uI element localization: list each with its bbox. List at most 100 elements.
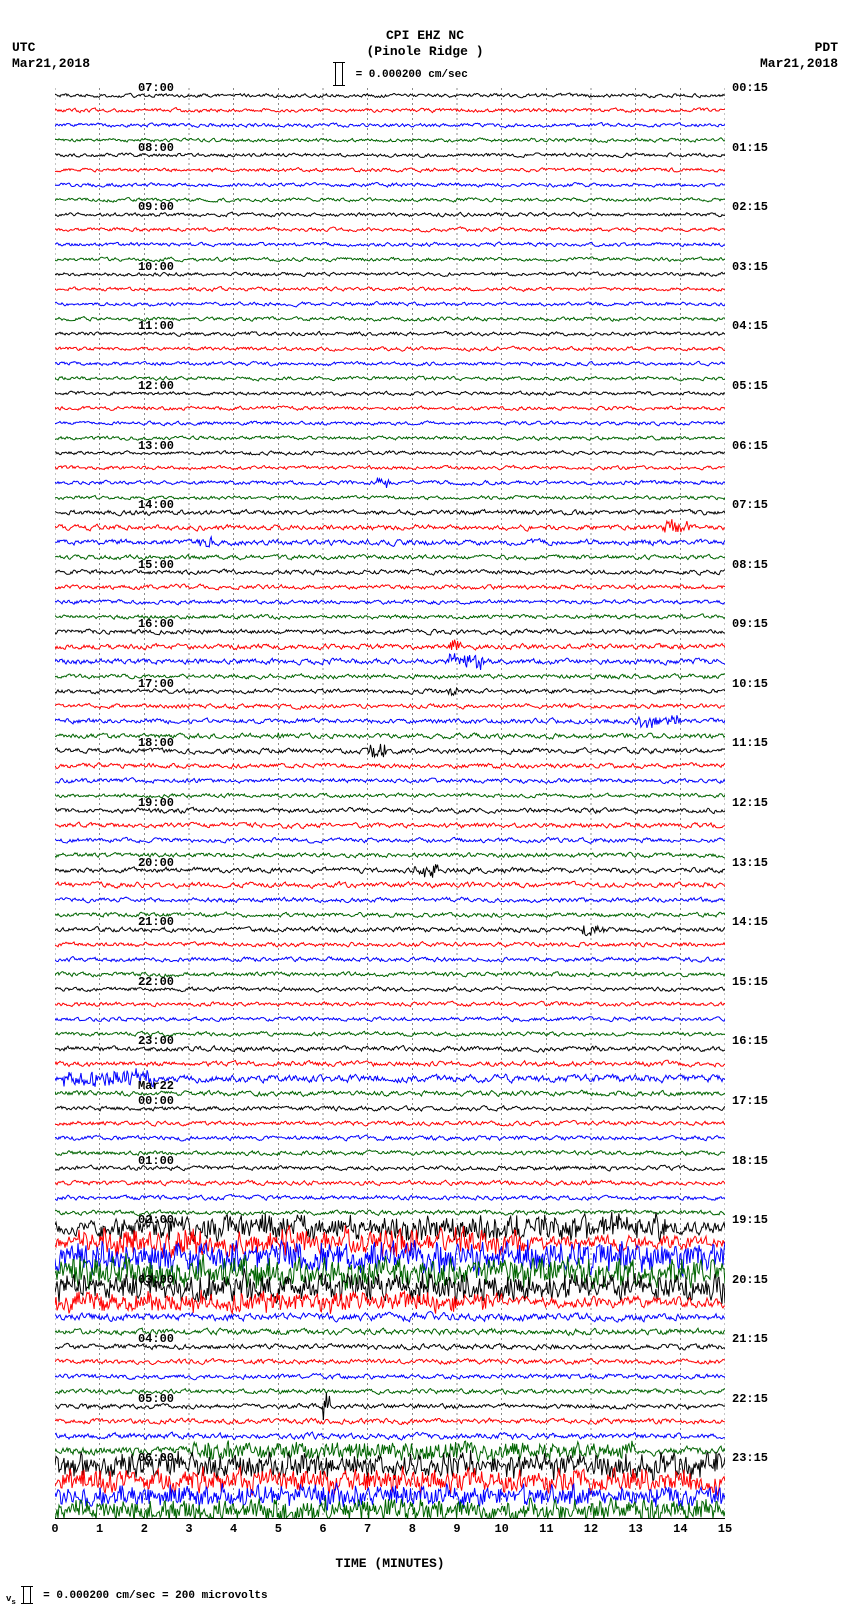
scale-legend-text: = 0.000200 cm/sec [356, 69, 468, 81]
station-title-line2: (Pinole Ridge ) [0, 44, 850, 59]
y-label-left: 11:00 [138, 319, 174, 333]
y-label-left: 04:00 [138, 1332, 174, 1346]
y-label-right: 02:15 [732, 200, 768, 214]
y-label-left: 02:00 [138, 1213, 174, 1227]
seismic-trace [55, 942, 725, 948]
seismic-trace [55, 227, 725, 232]
y-label-left: 00:00 [138, 1094, 174, 1108]
y-label-left: 17:00 [138, 677, 174, 691]
y-label-left: 06:00 [138, 1451, 174, 1465]
footnote: vs = 0.000200 cm/sec = 200 microvolts [6, 1586, 268, 1607]
y-label-left: 16:00 [138, 617, 174, 631]
x-tick-label: 0 [51, 1522, 58, 1536]
y-label-right: 03:15 [732, 260, 768, 274]
y-label-left: 19:00 [138, 796, 174, 810]
y-label-right: 00:15 [732, 81, 768, 95]
seismic-trace [55, 822, 725, 828]
seismic-trace [55, 108, 725, 113]
tz-right-date: Mar21,2018 [760, 56, 838, 71]
y-label-right: 13:15 [732, 856, 768, 870]
seismic-trace [55, 897, 725, 903]
y-label-left: 10:00 [138, 260, 174, 274]
seismic-trace [55, 640, 725, 650]
x-tick-label: 12 [584, 1522, 598, 1536]
tz-left-date: Mar21,2018 [12, 56, 90, 71]
y-label-right: 07:15 [732, 498, 768, 512]
seismic-trace [55, 346, 725, 351]
y-label-left: 07:00 [138, 81, 174, 95]
seismic-trace [55, 703, 725, 709]
y-label-left: Mar22 [138, 1079, 174, 1093]
x-tick-label: 14 [673, 1522, 687, 1536]
seismic-trace [55, 957, 725, 963]
x-tick-label: 3 [185, 1522, 192, 1536]
scale-legend: = 0.000200 cm/sec [335, 62, 468, 86]
footnote-text: = 0.000200 cm/sec = 200 microvolts [43, 1590, 267, 1602]
y-label-left: 23:00 [138, 1034, 174, 1048]
y-label-left: 20:00 [138, 856, 174, 870]
x-tick-label: 6 [319, 1522, 326, 1536]
seismic-trace [55, 519, 725, 532]
y-label-right: 05:15 [732, 379, 768, 393]
seismic-trace [55, 361, 725, 366]
x-tick-label: 11 [539, 1522, 553, 1536]
seismic-trace [55, 837, 725, 843]
seismic-trace [55, 1359, 725, 1365]
x-axis-title: TIME (MINUTES) [55, 1556, 725, 1571]
y-label-left: 21:00 [138, 915, 174, 929]
y-label-right: 16:15 [732, 1034, 768, 1048]
y-label-right: 15:15 [732, 975, 768, 989]
seismic-trace [55, 465, 725, 470]
y-label-left: 12:00 [138, 379, 174, 393]
seismic-trace [55, 1180, 725, 1186]
y-label-left: 09:00 [138, 200, 174, 214]
x-tick-label: 5 [275, 1522, 282, 1536]
y-label-left: 05:00 [138, 1392, 174, 1406]
x-tick-label: 9 [453, 1522, 460, 1536]
x-tick-label: 13 [628, 1522, 642, 1536]
x-tick-label: 8 [409, 1522, 416, 1536]
y-label-left: 03:00 [138, 1273, 174, 1287]
seismogram-page: CPI EHZ NC (Pinole Ridge ) UTC Mar21,201… [0, 0, 850, 1613]
y-label-left: 08:00 [138, 141, 174, 155]
seismic-trace [55, 1195, 725, 1201]
y-label-right: 09:15 [732, 617, 768, 631]
seismic-trace [55, 123, 725, 128]
y-label-right: 18:15 [732, 1154, 768, 1168]
x-tick-label: 4 [230, 1522, 237, 1536]
x-tick-label: 10 [494, 1522, 508, 1536]
seismic-trace [55, 1017, 725, 1022]
seismic-trace [55, 1001, 725, 1007]
seismic-trace [55, 584, 725, 590]
y-label-right: 12:15 [732, 796, 768, 810]
seismic-trace [55, 1135, 725, 1141]
seismic-trace [55, 183, 725, 188]
seismic-trace [55, 242, 725, 247]
seismic-trace [55, 406, 725, 411]
y-label-right: 14:15 [732, 915, 768, 929]
y-label-left: 22:00 [138, 975, 174, 989]
y-label-right: 04:15 [732, 319, 768, 333]
seismic-trace [55, 302, 725, 307]
seismic-trace [55, 168, 725, 173]
y-label-right: 21:15 [732, 1332, 768, 1346]
seismic-trace [55, 881, 725, 888]
station-title-line1: CPI EHZ NC [0, 28, 850, 43]
seismic-trace [55, 1060, 725, 1067]
seismic-trace [55, 421, 725, 426]
seismic-trace [55, 537, 725, 547]
y-label-left: 14:00 [138, 498, 174, 512]
y-label-right: 10:15 [732, 677, 768, 691]
x-tick-label: 15 [718, 1522, 732, 1536]
tz-left-label: UTC [12, 40, 35, 55]
seismic-trace [55, 778, 725, 784]
seismic-trace [55, 600, 725, 605]
y-label-left: 13:00 [138, 439, 174, 453]
y-label-left: 18:00 [138, 736, 174, 750]
x-tick-label: 2 [141, 1522, 148, 1536]
y-label-right: 23:15 [732, 1451, 768, 1465]
seismic-trace [55, 1120, 725, 1126]
y-label-right: 17:15 [732, 1094, 768, 1108]
y-label-right: 11:15 [732, 736, 768, 750]
scale-bar-icon [335, 62, 343, 86]
